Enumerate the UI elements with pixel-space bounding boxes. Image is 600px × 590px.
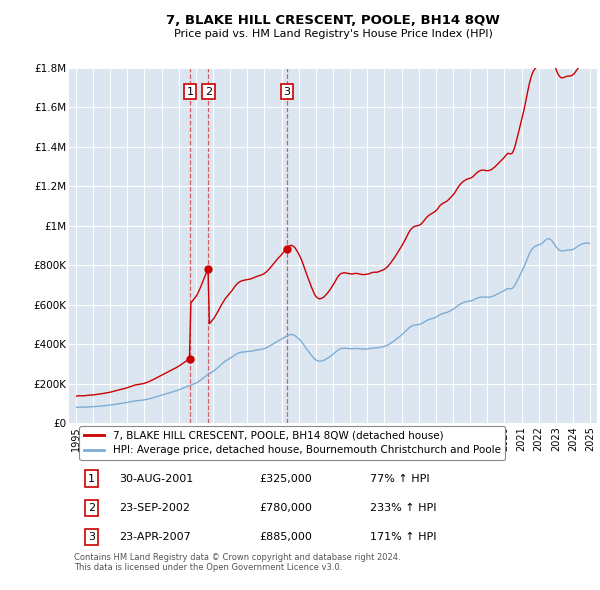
Text: 1: 1	[88, 474, 95, 484]
Text: 171% ↑ HPI: 171% ↑ HPI	[370, 532, 436, 542]
Text: Contains HM Land Registry data © Crown copyright and database right 2024.
This d: Contains HM Land Registry data © Crown c…	[74, 553, 401, 572]
Text: 1: 1	[187, 87, 194, 97]
Text: 2: 2	[205, 87, 212, 97]
Text: 77% ↑ HPI: 77% ↑ HPI	[370, 474, 430, 484]
Text: £885,000: £885,000	[259, 532, 312, 542]
Text: 3: 3	[88, 532, 95, 542]
Text: £780,000: £780,000	[259, 503, 312, 513]
Text: 23-SEP-2002: 23-SEP-2002	[119, 503, 190, 513]
Text: Price paid vs. HM Land Registry's House Price Index (HPI): Price paid vs. HM Land Registry's House …	[173, 30, 493, 39]
Text: 30-AUG-2001: 30-AUG-2001	[119, 474, 193, 484]
Text: 3: 3	[283, 87, 290, 97]
Text: 23-APR-2007: 23-APR-2007	[119, 532, 191, 542]
Legend: 7, BLAKE HILL CRESCENT, POOLE, BH14 8QW (detached house), HPI: Average price, de: 7, BLAKE HILL CRESCENT, POOLE, BH14 8QW …	[79, 426, 505, 460]
Text: £325,000: £325,000	[259, 474, 312, 484]
Text: 233% ↑ HPI: 233% ↑ HPI	[370, 503, 436, 513]
Text: 7, BLAKE HILL CRESCENT, POOLE, BH14 8QW: 7, BLAKE HILL CRESCENT, POOLE, BH14 8QW	[166, 14, 500, 27]
Text: 2: 2	[88, 503, 95, 513]
